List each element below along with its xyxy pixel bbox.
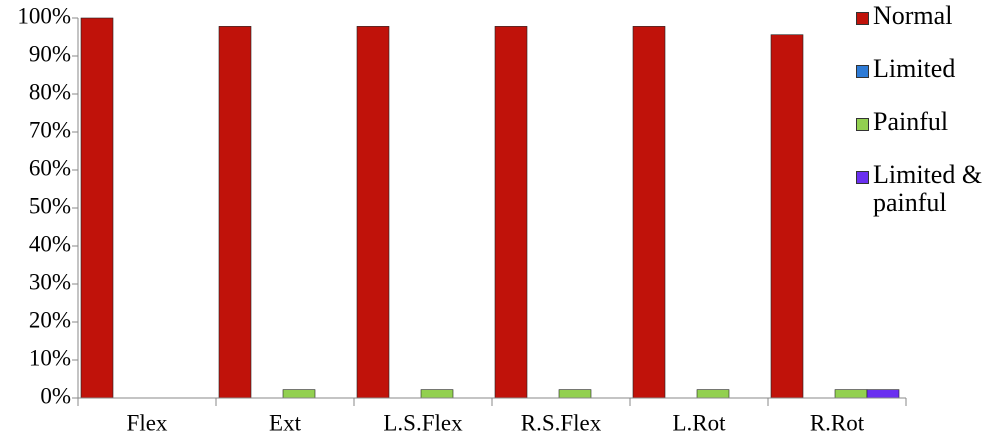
y-tick-label: 0% [40, 383, 71, 408]
x-tick-label: L.S.Flex [383, 410, 463, 435]
y-tick-label: 90% [29, 41, 71, 66]
legend-swatch [856, 65, 869, 78]
bar [218, 26, 252, 399]
x-tick-label: R.Rot [810, 410, 865, 435]
y-tick-label: 20% [29, 307, 71, 332]
legend-label: Limited [873, 54, 956, 83]
bar [494, 26, 528, 399]
bar [356, 26, 390, 399]
bar [282, 389, 316, 399]
y-tick-label: 70% [29, 117, 71, 142]
y-tick-label: 100% [17, 3, 71, 28]
bar [632, 26, 666, 399]
bar [696, 389, 730, 399]
legend: Normal Limited Painful Limited & painful [856, 2, 998, 217]
bar [420, 389, 454, 399]
legend-label: Limited & painful [873, 160, 983, 217]
bar [558, 389, 592, 399]
legend-item: Limited [856, 55, 998, 108]
legend-item: Normal [856, 2, 998, 55]
y-tick-label: 10% [29, 345, 71, 370]
legend-label: Normal [873, 1, 953, 30]
y-tick-label: 80% [29, 79, 71, 104]
x-tick-label: Ext [269, 410, 302, 435]
bar [834, 389, 868, 399]
legend-swatch [856, 12, 869, 25]
bar [770, 34, 804, 399]
bar [866, 389, 900, 399]
legend-item: Painful [856, 108, 998, 161]
x-tick-label: Flex [127, 410, 168, 435]
x-tick-label: R.S.Flex [521, 410, 602, 435]
y-tick-label: 50% [29, 193, 71, 218]
legend-swatch [856, 118, 869, 131]
y-tick-label: 60% [29, 155, 71, 180]
y-tick-label: 40% [29, 231, 71, 256]
legend-swatch [856, 171, 869, 184]
x-tick-label: L.Rot [672, 410, 726, 435]
legend-label: Painful [873, 107, 949, 136]
bar [80, 17, 114, 399]
legend-item: Limited & painful [856, 160, 998, 217]
y-tick-label: 30% [29, 269, 71, 294]
